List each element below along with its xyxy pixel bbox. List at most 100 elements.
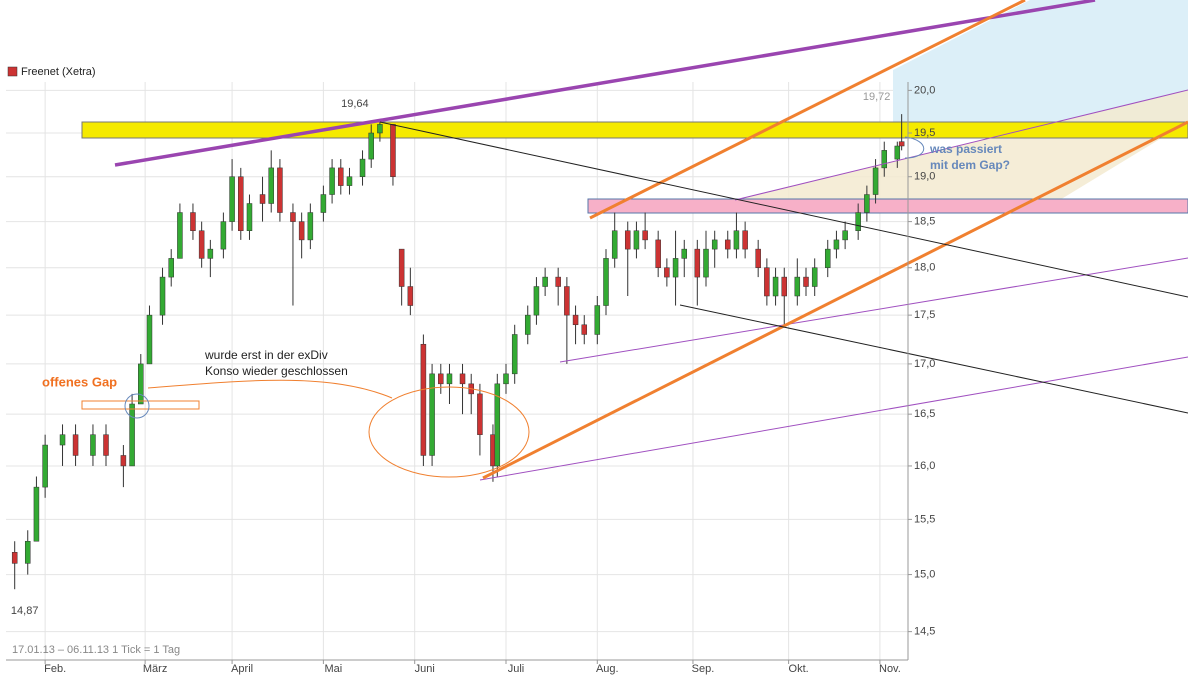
x-tick-label: Juli xyxy=(508,663,525,675)
trend-line xyxy=(734,89,1188,201)
candle-body xyxy=(429,373,435,456)
candle-body xyxy=(72,434,79,456)
candles xyxy=(11,114,905,590)
candle-body xyxy=(190,212,196,231)
candle-body xyxy=(42,444,48,488)
candle-body xyxy=(811,267,818,287)
candle-body xyxy=(624,230,631,250)
candle-body xyxy=(524,314,531,335)
candle-body xyxy=(120,455,127,467)
gap-circle xyxy=(124,393,150,419)
candle-body xyxy=(159,276,166,316)
candle-body xyxy=(742,230,748,250)
candle-body xyxy=(533,286,540,316)
candle-body xyxy=(229,176,235,222)
candle-body xyxy=(33,486,40,542)
candle-body xyxy=(368,132,374,160)
candle-body xyxy=(724,239,731,250)
candle-body xyxy=(833,239,840,250)
candle-body xyxy=(633,230,640,250)
candle-body xyxy=(781,276,788,297)
candle-body xyxy=(511,334,518,375)
candle-body xyxy=(129,403,135,467)
candle-body xyxy=(59,434,66,446)
x-tick-label: Mai xyxy=(325,663,343,675)
candle-body xyxy=(733,230,740,250)
candle-body xyxy=(146,314,153,365)
y-tick-label: 15,5 xyxy=(914,513,935,525)
zone-beige xyxy=(735,90,1188,212)
y-tick-label: 18,5 xyxy=(914,216,935,228)
candle-body xyxy=(346,176,353,186)
candle-body xyxy=(842,230,848,241)
candle-body xyxy=(755,248,761,268)
y-tick-label: 16,0 xyxy=(914,460,935,472)
candle-body xyxy=(664,267,670,278)
connector xyxy=(147,379,393,399)
candle-body xyxy=(11,552,18,564)
candle-body xyxy=(238,176,244,231)
candle-body xyxy=(307,212,314,241)
legend-label: Freenet (Xetra) xyxy=(21,66,96,78)
candle-body xyxy=(407,286,414,306)
candle-body xyxy=(672,258,679,278)
candle-body xyxy=(277,167,283,213)
x-tick-label: Sep. xyxy=(692,663,715,675)
candle-body xyxy=(855,212,861,231)
candle-body xyxy=(542,276,548,287)
candle-body xyxy=(711,239,718,250)
candle-body xyxy=(398,248,405,287)
legend-swatch xyxy=(7,66,18,77)
candle-body xyxy=(581,324,588,335)
candle-body xyxy=(494,383,501,467)
trend-line xyxy=(482,120,1188,480)
price-label: 19,64 xyxy=(341,98,369,110)
candle-body xyxy=(438,373,444,385)
candle-body xyxy=(764,267,770,297)
candle-body xyxy=(864,194,870,213)
y-tick-label: 18,0 xyxy=(914,262,935,274)
note: wurde erst in der exDiv xyxy=(204,348,328,362)
y-tick-label: 15,0 xyxy=(914,568,935,580)
candle-body xyxy=(220,221,227,250)
footer: 17.01.13 – 06.11.13 1 Tick = 1 Tag xyxy=(12,644,180,656)
trend-line xyxy=(589,0,1026,220)
x-tick-label: Okt. xyxy=(789,663,809,675)
note: mit dem Gap? xyxy=(930,158,1010,172)
candle-body xyxy=(477,393,483,435)
price-label: 14,87 xyxy=(11,605,39,617)
arc xyxy=(904,136,925,159)
candle-body xyxy=(703,248,709,278)
price-label: 19,72 xyxy=(863,91,891,103)
candle-body xyxy=(329,167,335,195)
zone-blue xyxy=(893,0,1188,122)
trend-line xyxy=(114,0,1096,167)
candle-body xyxy=(894,145,901,160)
support-band xyxy=(587,198,1188,214)
candle-body xyxy=(872,167,879,195)
candle-body xyxy=(898,141,905,147)
candle-body xyxy=(390,124,396,177)
note: Konso wieder geschlossen xyxy=(205,364,348,378)
trend-line xyxy=(479,356,1188,481)
note: offenes Gap xyxy=(42,374,117,389)
candle-body xyxy=(103,434,109,456)
candle-body xyxy=(594,305,601,335)
candle-body xyxy=(359,158,366,177)
y-tick-label: 17,0 xyxy=(914,358,935,370)
candle-body xyxy=(320,194,327,213)
candle-body xyxy=(198,230,205,259)
candle-body xyxy=(611,230,618,259)
candle-body xyxy=(794,276,801,297)
x-tick-label: Aug. xyxy=(596,663,619,675)
candle-body xyxy=(803,276,809,287)
trend-line xyxy=(679,304,1188,414)
candle-body xyxy=(246,203,253,231)
candle-body xyxy=(655,239,661,268)
y-tick-label: 19,0 xyxy=(914,171,935,183)
candle-body xyxy=(603,258,609,306)
x-tick-label: Juni xyxy=(415,663,435,675)
candle-body xyxy=(446,373,453,385)
candle-body xyxy=(177,212,183,259)
